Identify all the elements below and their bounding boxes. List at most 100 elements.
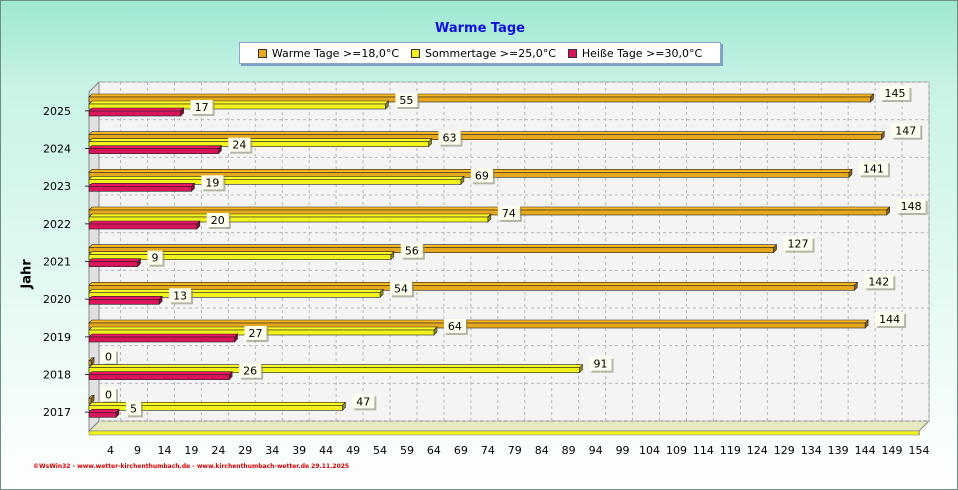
- legend-label: Sommertage >=25,0°C: [425, 46, 556, 60]
- x-tick-label: 79: [508, 444, 522, 457]
- data-label: 127: [787, 238, 808, 251]
- x-tick-label: 124: [747, 444, 768, 457]
- bar: [88, 186, 192, 192]
- x-tick-label: 114: [693, 444, 714, 457]
- x-tick-label: 59: [400, 444, 414, 457]
- legend-swatch: [567, 48, 577, 58]
- x-tick-label: 54: [373, 444, 387, 457]
- data-label: 13: [173, 289, 187, 302]
- data-label: 54: [394, 282, 408, 295]
- x-tick-label: 89: [562, 444, 576, 457]
- bar: [88, 141, 429, 147]
- y-tick-label: 2018: [43, 369, 71, 382]
- bar: [88, 336, 235, 343]
- bar-top: [88, 296, 163, 300]
- data-label: 91: [593, 358, 607, 371]
- bar: [88, 148, 219, 154]
- data-label: 24: [232, 139, 246, 152]
- x-axis-base: [88, 430, 920, 436]
- data-label-box: [244, 326, 267, 340]
- x-tick-label: 139: [828, 444, 849, 457]
- bar-top: [88, 183, 196, 187]
- data-label: 145: [884, 87, 905, 100]
- x-tick-label: 64: [427, 444, 441, 457]
- data-label: 47: [356, 395, 370, 408]
- data-label-box: [589, 356, 612, 371]
- x-tick-label: 104: [639, 444, 660, 457]
- data-label: 26: [243, 365, 257, 378]
- data-label-box: [390, 281, 413, 296]
- bar-top: [88, 145, 223, 149]
- data-label-box: [891, 123, 921, 138]
- x-tick-label: 9: [134, 444, 141, 457]
- y-tick-label: 2022: [43, 218, 71, 231]
- data-label: 142: [868, 275, 889, 288]
- bar-top: [88, 244, 778, 248]
- legend-label: Warme Tage >=18,0°C: [271, 46, 400, 60]
- legend-item-sommertage: Sommertage >=25,0°C: [411, 47, 556, 60]
- x-tick-label: 69: [454, 444, 468, 457]
- bar-top: [88, 169, 853, 173]
- data-label: 0: [105, 388, 112, 401]
- data-label-box: [875, 312, 905, 326]
- data-label-box: [169, 288, 192, 303]
- data-label-box: [201, 175, 224, 190]
- y-tick-label: 2017: [43, 406, 71, 419]
- y-tick-label: 2020: [43, 293, 71, 306]
- data-label: 63: [443, 132, 457, 145]
- data-label: 17: [195, 101, 209, 114]
- data-label-box: [206, 213, 229, 227]
- data-label-box: [228, 137, 251, 152]
- x-tick-label: 154: [909, 444, 930, 457]
- data-label-box: [864, 274, 894, 289]
- x-tick-label: 49: [346, 444, 360, 457]
- bar: [88, 216, 489, 223]
- bar: [88, 374, 230, 380]
- bar: [88, 179, 462, 185]
- y-tick-label: 2019: [43, 331, 71, 344]
- data-label-box: [352, 394, 375, 409]
- bar-top: [88, 289, 384, 293]
- data-label: 5: [130, 402, 137, 415]
- y-tick-label: 2021: [43, 256, 71, 269]
- data-label: 9: [152, 252, 159, 265]
- bar: [88, 261, 138, 267]
- bar-top: [88, 107, 185, 112]
- bar-top: [88, 371, 233, 375]
- data-label: 56: [405, 245, 419, 258]
- data-label-box: [896, 199, 926, 213]
- bar-top: [88, 93, 875, 98]
- bar-top: [88, 364, 584, 368]
- x-tick-label: 29: [238, 444, 252, 457]
- bar: [88, 254, 392, 260]
- bar: [88, 367, 580, 373]
- data-label: 148: [901, 200, 922, 213]
- bar-top: [88, 138, 433, 142]
- bar-top: [88, 131, 885, 135]
- bar: [88, 103, 386, 110]
- bar: [88, 172, 850, 178]
- data-label-box: [125, 401, 141, 416]
- data-label: 55: [399, 94, 413, 107]
- bar-top: [88, 333, 239, 338]
- y-tick-label: 2024: [43, 143, 71, 156]
- data-label-box: [101, 349, 116, 364]
- y-tick-label: 2025: [43, 105, 71, 118]
- data-label-box: [443, 319, 466, 333]
- x-tick-label: 129: [774, 444, 795, 457]
- x-tick-label: 44: [319, 444, 333, 457]
- data-label: 0: [105, 351, 112, 364]
- bar: [88, 285, 855, 291]
- bar-top: [88, 220, 201, 225]
- data-label-box: [880, 86, 910, 100]
- data-label-box: [497, 206, 520, 220]
- data-label: 141: [863, 162, 884, 175]
- data-label: 27: [249, 327, 263, 340]
- data-label-box: [395, 93, 418, 107]
- chart-legend: Warme Tage >=18,0°C Sommertage >=25,0°C …: [239, 42, 721, 64]
- bar: [88, 247, 774, 253]
- plot-floor: [87, 420, 931, 432]
- data-label: 20: [211, 214, 225, 227]
- legend-label: Heiße Tage >=30,0°C: [581, 46, 703, 60]
